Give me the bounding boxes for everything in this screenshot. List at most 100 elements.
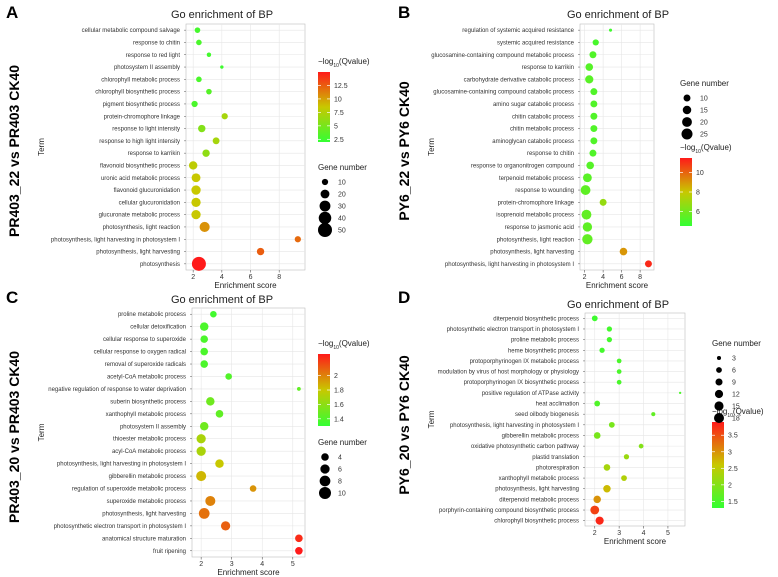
term-label: photosystem II assembly [114,65,180,71]
size-legend-label: 10 [338,491,346,498]
data-point [249,485,257,492]
data-point [616,358,622,364]
term-label: anatomical structure maturation [102,536,186,542]
data-point [651,412,656,417]
color-bar-tick-label: 10 [696,170,704,177]
size-legend-dot [714,401,724,411]
x-tick-label: 4 [642,530,646,537]
panel-label: A [6,3,18,22]
size-legend-dot [716,367,722,373]
term-label: gibberellin metabolic process [109,474,186,480]
term-label: proline metabolic process [511,338,579,344]
size-legend-label: 18 [732,416,740,423]
data-point [644,260,652,268]
data-point [196,471,207,482]
panel-label: B [398,3,410,22]
term-label: response to wounding [515,188,574,194]
data-point [585,75,594,84]
term-label: photosynthesis, light harvesting in phot… [450,423,579,429]
data-point [294,236,301,243]
data-point [191,256,206,271]
data-point [295,534,303,543]
term-label: response to jasmonic acid [505,225,574,231]
data-point [592,39,599,46]
size-legend-dot [681,128,693,140]
data-point [583,173,592,183]
data-point [200,347,209,356]
size-legend-label: 40 [338,216,346,223]
size-legend-label: 3 [732,356,736,363]
term-label: negative regulation of response to water… [48,387,186,393]
size-legend-label: 20 [338,192,346,199]
x-axis-label: Enrichment score [214,281,277,290]
term-label: photosynthesis, light harvesting in phot… [445,262,574,268]
term-label: positive regulation of ATPase activity [482,391,579,397]
term-label: amino sugar catabolic process [493,102,574,108]
data-point [638,443,644,449]
term-label: chlorophyll biosynthetic process [494,519,579,525]
term-label: response to karrikin [128,151,180,157]
size-legend-dot [318,223,332,237]
chart-title: Go enrichment of BP [567,9,669,21]
term-label: glucosamine-containing compound metaboli… [431,53,574,59]
term-label: glucuronate metabolic process [99,213,180,219]
color-legend-title: −log10(Qvalue) [712,407,764,419]
term-label: photosynthesis, light reaction [497,237,574,243]
panel-label: C [6,288,18,307]
data-point [623,454,630,460]
data-point [590,112,598,120]
size-legend-label: 6 [338,467,342,474]
size-legend-label: 8 [338,479,342,486]
data-point [210,310,217,318]
data-point [220,65,224,69]
data-point [194,27,201,33]
term-label: xanthophyll metabolic process [499,476,579,482]
term-label: response to light intensity [112,127,180,133]
size-legend-dot [320,464,330,474]
term-label: acyl-CoA metabolic process [112,449,186,455]
data-point [582,222,593,232]
term-label: protoporphyrinogen IX metabolic process [470,359,579,365]
data-point [595,516,604,525]
size-legend-title: Gene number [680,79,729,88]
panel-b: B Go enrichment of BP PY6_22 vs PY6 CK40 Te… [396,3,732,290]
x-tick-label: 3 [617,530,621,537]
size-legend-dot [715,378,723,386]
size-legend-dot [319,475,331,487]
color-legend-title: −log10(Qvalue) [318,339,370,351]
x-tick-label: 2 [593,530,597,537]
size-legend-dot [321,453,329,461]
term-label: terpenoid metabolic process [499,176,574,182]
data-point [606,336,613,343]
color-bar-tick-label: 1.5 [728,499,738,506]
x-tick-label: 5 [291,561,295,568]
size-legend-title: Gene number [318,438,367,447]
color-bar-tick-label: 2.5 [334,137,344,144]
term-label: response to organonitrogen compound [471,163,574,169]
term-label: cellular response to oxygen radical [94,350,186,356]
x-tick-label: 2 [583,274,587,281]
term-label: cellular metabolic compound salvage [82,28,181,34]
term-label: photosynthesis, light harvesting [490,250,574,256]
plot-area [185,23,306,271]
data-point [212,137,220,145]
data-point [580,185,591,195]
color-bar-tick-label: 2.5 [728,466,738,473]
term-label: photosynthetic electron transport in pho… [54,524,187,530]
term-label: response to chitin [527,151,574,157]
color-bar-tick-label: 6 [696,209,700,216]
term-label: aminoglycan catabolic process [492,139,574,145]
plot-area [584,312,686,527]
data-point [593,432,601,439]
size-legend-dot [683,94,691,102]
data-point [196,434,206,444]
size-legend-dot [682,105,692,115]
color-bar-tick-label: 3 [728,449,732,456]
term-label: acetyl-CoA metabolic process [107,374,186,380]
term-label: plastid translation [532,455,579,461]
term-label: heme biosynthetic process [508,348,579,354]
data-point [256,247,265,256]
data-point [188,161,198,170]
size-legend-title: Gene number [712,339,761,348]
size-legend-dot [714,413,724,423]
